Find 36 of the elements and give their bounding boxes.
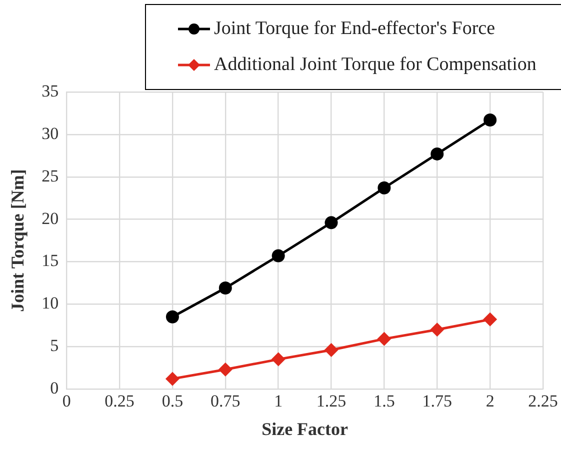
- x-tick-label: 0.25: [104, 392, 134, 411]
- x-tick-label: 1.75: [422, 392, 452, 411]
- y-axis-title: Joint Torque [Nm]: [7, 169, 28, 312]
- point: [272, 249, 285, 262]
- point: [218, 362, 232, 376]
- point: [166, 310, 179, 324]
- x-tick-label: 1.25: [316, 392, 346, 411]
- x-tick-label: 2: [486, 392, 494, 411]
- x-tick-label: 0: [62, 392, 71, 411]
- x-tick-label: 0.5: [162, 392, 184, 411]
- point: [324, 342, 338, 357]
- point: [377, 332, 392, 346]
- y-tick-label: 5: [50, 336, 59, 356]
- y-tick-label: 35: [42, 81, 59, 100]
- point: [218, 282, 232, 295]
- point: [484, 114, 497, 127]
- y-tick-label: 20: [42, 208, 59, 228]
- x-axis-title: Size Factor: [262, 418, 348, 439]
- x-tick-label: 1.5: [374, 392, 395, 411]
- x-tick-label: 0.75: [210, 392, 240, 411]
- point: [430, 322, 444, 337]
- x-tick-label: 1: [274, 392, 283, 411]
- y-tick-label: 0: [50, 378, 59, 398]
- x-tick-label: 2.25: [528, 392, 558, 411]
- y-tick-label: 15: [42, 251, 59, 270]
- y-tick-label: 10: [42, 294, 59, 313]
- point: [483, 312, 498, 326]
- y-tick-label: 25: [42, 166, 59, 186]
- point: [324, 216, 338, 230]
- point: [378, 181, 391, 194]
- legend-label: Joint Torque for End-effector's Force: [214, 18, 496, 40]
- legend-label: Additional Joint Torque for Compensation: [214, 54, 536, 76]
- y-tick-label: 30: [42, 124, 59, 143]
- point: [165, 372, 180, 386]
- point: [271, 352, 286, 366]
- point: [430, 147, 444, 160]
